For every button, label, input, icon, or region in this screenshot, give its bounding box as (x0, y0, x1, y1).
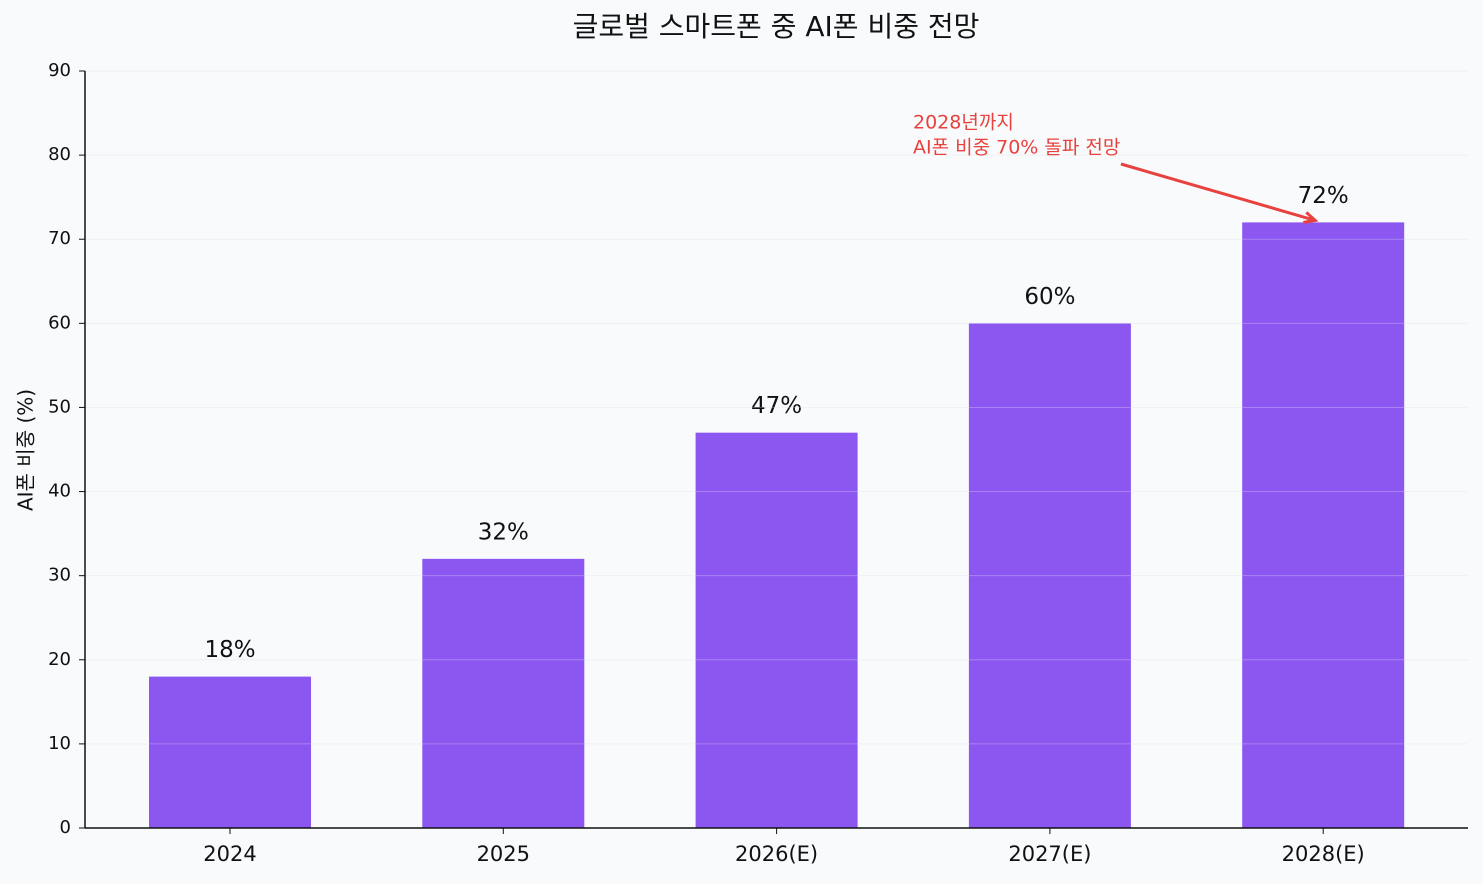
chart-title: 글로벌 스마트폰 중 AI폰 비중 전망 (573, 10, 980, 43)
annotation-arrow (1120, 162, 1316, 222)
value-label: 32% (478, 519, 529, 545)
x-tick-label: 2027(E) (1008, 842, 1091, 866)
x-tick-label: 2024 (203, 842, 256, 866)
y-tick-label: 40 (48, 481, 71, 502)
x-tick-label: 2028(E) (1282, 842, 1365, 866)
bar (1242, 222, 1405, 828)
y-axis-label: AI폰 비중 (%) (14, 389, 38, 511)
annotation-arrowhead (1303, 211, 1319, 224)
y-tick-label: 0 (60, 817, 71, 838)
value-label: 47% (751, 393, 802, 419)
y-tick-label: 20 (48, 649, 71, 670)
y-tick-label: 80 (48, 144, 71, 165)
x-tick-label: 2026(E) (735, 842, 818, 866)
y-tick-label: 30 (48, 565, 71, 586)
annotation-text: AI폰 비중 70% 돌파 전망 (913, 137, 1120, 159)
value-label: 60% (1024, 284, 1075, 310)
x-tick-label: 2025 (477, 842, 530, 866)
y-tick-label: 50 (48, 396, 71, 417)
annotation-text: 2028년까지 (913, 112, 1014, 134)
y-tick-label: 10 (48, 733, 71, 754)
bar (968, 323, 1131, 828)
bar (422, 558, 585, 828)
y-tick-label: 60 (48, 312, 71, 333)
value-label: 72% (1298, 183, 1349, 209)
bar (149, 676, 311, 828)
y-tick-label: 90 (48, 60, 71, 81)
y-tick-label: 70 (48, 228, 71, 249)
value-label: 18% (204, 637, 255, 663)
bar (695, 432, 858, 828)
